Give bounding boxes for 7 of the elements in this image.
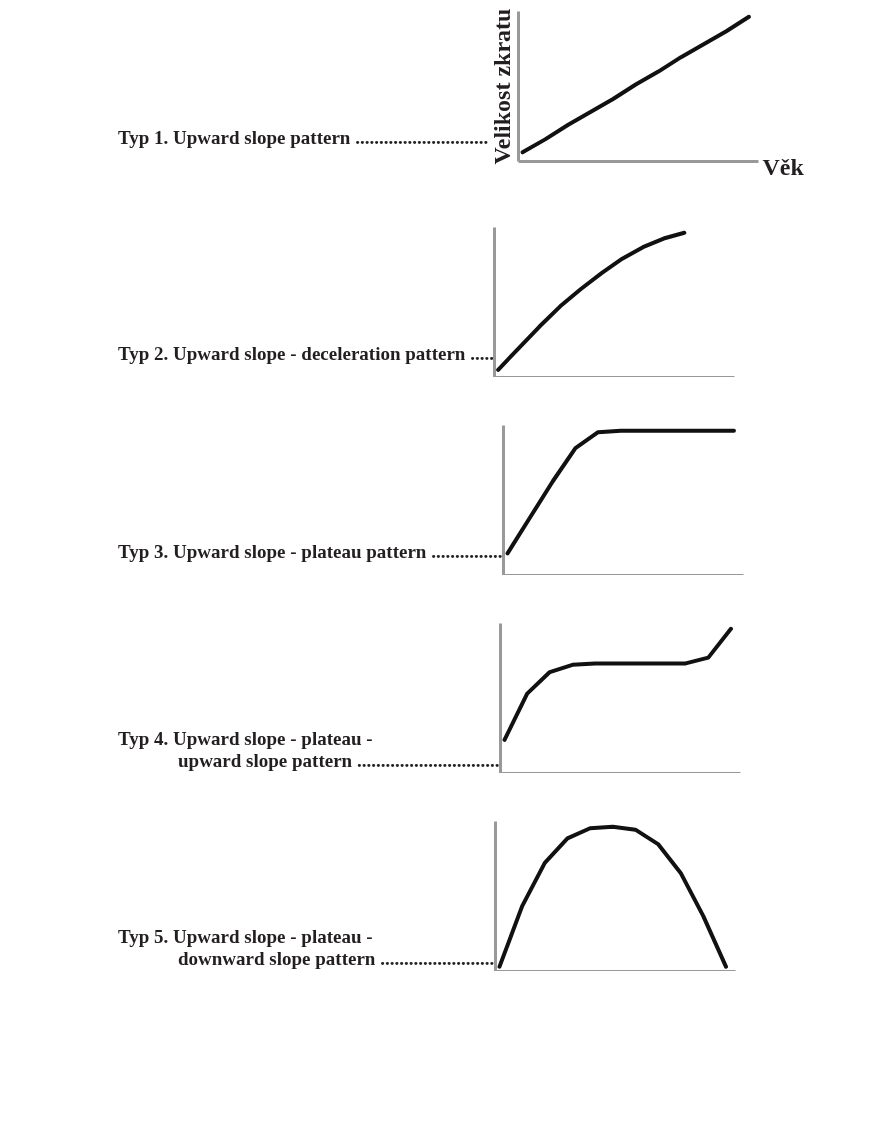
text: Typ 4. Upward slope - plateau - upward slope pattern .............................. [118, 728, 500, 771]
text: Typ 1. Upward slope pattern ............................ [118, 127, 489, 148]
text: Typ 5. Upward slope - plateau - downward slope pattern ........................ [118, 926, 495, 969]
text: Typ 3. Upward slope - plateau pattern ............... [118, 541, 503, 562]
y-axis-title: Velikost zkratu [488, 8, 515, 165]
text: Typ 2. Upward slope - deceleration pattern ..... [118, 343, 494, 364]
x-axis-title: Věk [762, 153, 805, 180]
